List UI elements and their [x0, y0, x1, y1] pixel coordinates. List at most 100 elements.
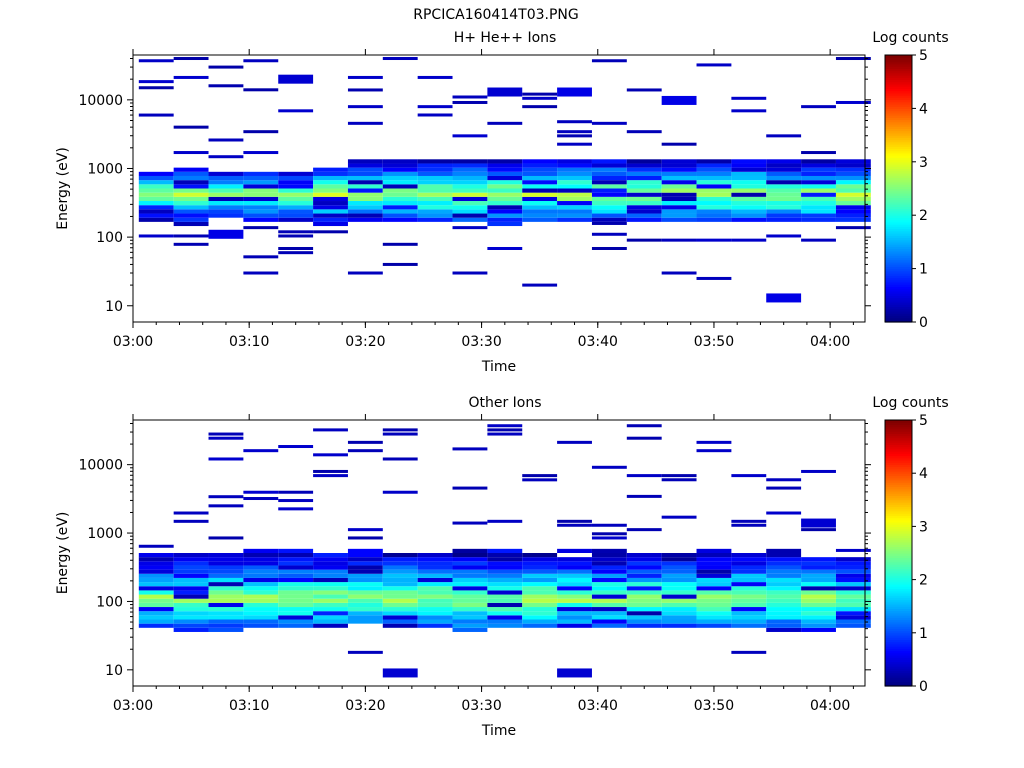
colorbar-swatch	[885, 595, 912, 598]
heatmap-cell	[766, 217, 802, 222]
heatmap-cell	[452, 577, 488, 583]
heatmap-cell	[243, 59, 279, 63]
heatmap-cell	[313, 180, 348, 185]
colorbar-swatch	[885, 130, 912, 134]
heatmap-cell	[173, 582, 209, 587]
heatmap-cell	[347, 440, 383, 444]
heatmap-cell	[487, 561, 523, 566]
heatmap-cell	[208, 565, 244, 570]
heatmap-cell	[591, 213, 627, 218]
colorbar-swatch	[885, 279, 912, 283]
x-tick-label: 04:00	[810, 334, 850, 350]
heatmap-cell	[522, 569, 558, 574]
y-tick-label: 10000	[78, 93, 123, 109]
heatmap-cell	[313, 469, 348, 473]
heatmap-cell	[452, 447, 488, 451]
heatmap-cell	[452, 226, 488, 230]
colorbar-swatch	[885, 210, 912, 214]
heatmap-cell	[243, 557, 279, 562]
heatmap-cell	[452, 557, 488, 562]
heatmap-cell	[557, 577, 592, 583]
colorbar-swatch	[885, 286, 912, 290]
plot-frame	[132, 419, 866, 687]
heatmap-cell	[801, 205, 836, 210]
heatmap-cell	[661, 565, 697, 570]
heatmap-cell	[278, 217, 314, 222]
heatmap-cells	[138, 424, 871, 678]
heatmap-cell	[835, 226, 871, 230]
heatmap-cell	[696, 607, 732, 612]
heatmap-cell	[557, 130, 592, 134]
heatmap-cell	[557, 159, 592, 164]
heatmap-cell	[382, 602, 418, 608]
colorbar-swatch	[885, 212, 912, 216]
colorbar-swatch	[885, 528, 912, 532]
heatmap-cell	[626, 209, 662, 214]
heatmap-cell	[557, 217, 592, 222]
heatmap-cell	[452, 209, 488, 214]
heatmap-cell	[696, 217, 732, 222]
heatmap-cell	[661, 184, 697, 189]
heatmap-cell	[731, 175, 767, 181]
heatmap-cell	[591, 523, 627, 527]
colorbar-swatch	[885, 643, 912, 647]
heatmap-cell	[626, 623, 662, 628]
colorbar-swatch	[885, 90, 912, 94]
colorbar: 0 1 2 3 4 5 Log counts	[872, 395, 948, 695]
heatmap-cell	[313, 590, 348, 595]
heatmap-cell	[766, 573, 802, 578]
heatmap-cell	[835, 180, 871, 185]
heatmap-cell	[731, 163, 767, 168]
heatmap-cell	[696, 163, 732, 168]
colorbar-swatch	[885, 68, 912, 72]
heatmap-cell	[591, 221, 627, 225]
heatmap-cell	[766, 201, 802, 206]
heatmap-cell	[557, 607, 592, 612]
colorbar-swatch	[885, 172, 912, 176]
colorbar-swatch	[885, 577, 912, 581]
heatmap-cell	[313, 615, 348, 620]
heatmap-cell	[522, 209, 558, 214]
heatmap-cell	[417, 611, 453, 616]
heatmap-cell	[626, 180, 662, 185]
heatmap-cell	[801, 577, 836, 583]
heatmap-cell	[452, 611, 488, 616]
heatmap-cell	[173, 627, 209, 632]
heatmap-cell	[278, 234, 314, 238]
colorbar-swatch	[885, 606, 912, 610]
heatmap-cell	[347, 159, 383, 164]
heatmap-cell	[731, 180, 767, 185]
colorbar-swatch	[885, 468, 912, 472]
heatmap-cell	[626, 474, 662, 478]
heatmap-cell	[417, 594, 453, 599]
colorbar-swatch	[885, 444, 912, 448]
heatmap-cell	[591, 553, 627, 558]
heatmap-cell	[487, 180, 523, 185]
colorbar-swatch	[885, 683, 912, 687]
heatmap-cell	[696, 192, 732, 197]
colorbar-swatch	[885, 497, 912, 501]
heatmap-cell	[173, 602, 209, 608]
heatmap-cell	[835, 598, 871, 603]
heatmap-cell	[382, 205, 418, 210]
heatmap-cell	[487, 615, 523, 620]
heatmap-cell	[835, 100, 871, 104]
heatmap-cell	[208, 432, 244, 436]
heatmap-cell	[243, 573, 279, 578]
heatmap-cell	[313, 607, 348, 612]
heatmap-cell	[382, 175, 418, 181]
heatmap-cell	[661, 201, 697, 206]
heatmap-cell	[452, 192, 488, 197]
colorbar-swatch	[885, 537, 912, 541]
heatmap-cell	[766, 188, 802, 193]
heatmap-cell	[208, 561, 244, 566]
heatmap-cell	[382, 573, 418, 578]
heatmap-cell	[243, 561, 279, 566]
heatmap-cell	[173, 619, 209, 624]
heatmap-cell	[696, 611, 732, 616]
heatmap-cell	[801, 607, 836, 612]
heatmap-cell	[138, 171, 174, 176]
heatmap-cell	[173, 611, 209, 616]
heatmap-cell	[591, 184, 627, 189]
heatmap-cell	[626, 582, 662, 587]
